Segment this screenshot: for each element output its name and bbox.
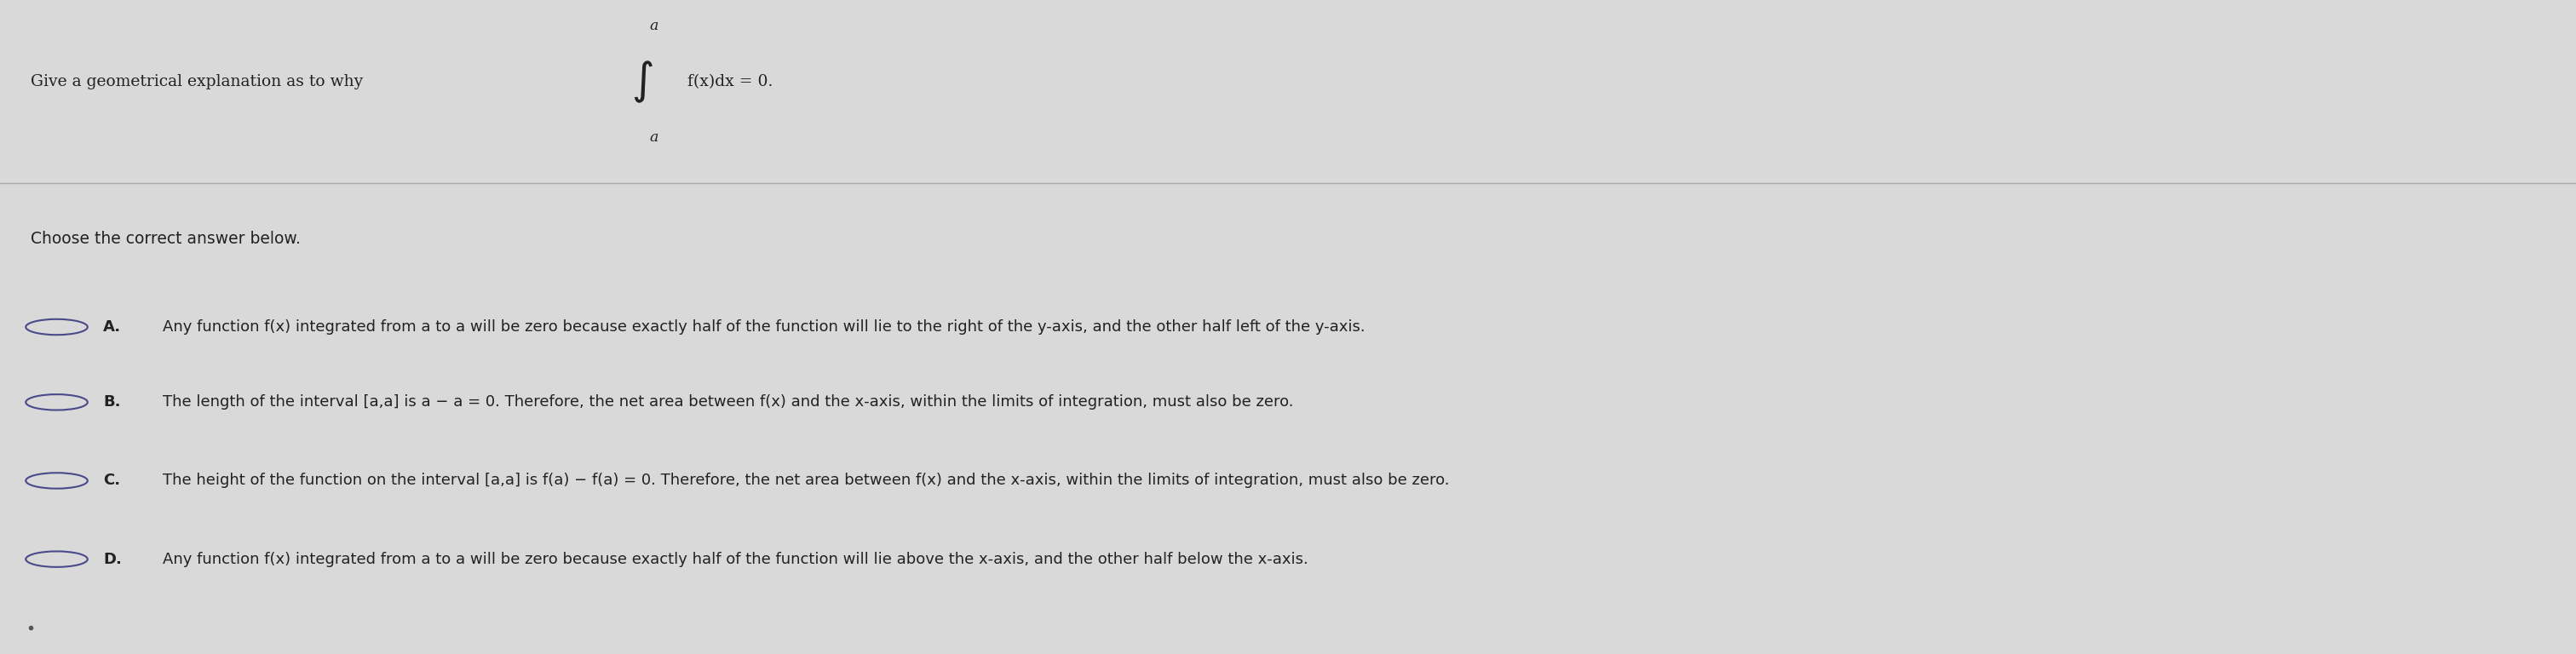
Text: Give a geometrical explanation as to why: Give a geometrical explanation as to why — [31, 74, 363, 90]
Text: The length of the interval [a,a] is a − a = 0. Therefore, the net area between f: The length of the interval [a,a] is a − … — [162, 394, 1293, 410]
Text: A.: A. — [103, 319, 121, 335]
Text: Choose the correct answer below.: Choose the correct answer below. — [31, 231, 301, 247]
Text: $\int$: $\int$ — [631, 59, 652, 105]
Text: a: a — [649, 130, 657, 145]
Text: D.: D. — [103, 551, 121, 567]
Text: The height of the function on the interval [a,a] is f(a) − f(a) = 0. Therefore, : The height of the function on the interv… — [162, 473, 1450, 489]
Text: Any function f(x) integrated from a to a will be zero because exactly half of th: Any function f(x) integrated from a to a… — [162, 319, 1365, 335]
Text: Any function f(x) integrated from a to a will be zero because exactly half of th: Any function f(x) integrated from a to a… — [162, 551, 1309, 567]
Text: C.: C. — [103, 473, 121, 489]
Text: a: a — [649, 19, 657, 33]
Text: B.: B. — [103, 394, 121, 410]
Text: f(x)dx = 0.: f(x)dx = 0. — [688, 74, 773, 90]
